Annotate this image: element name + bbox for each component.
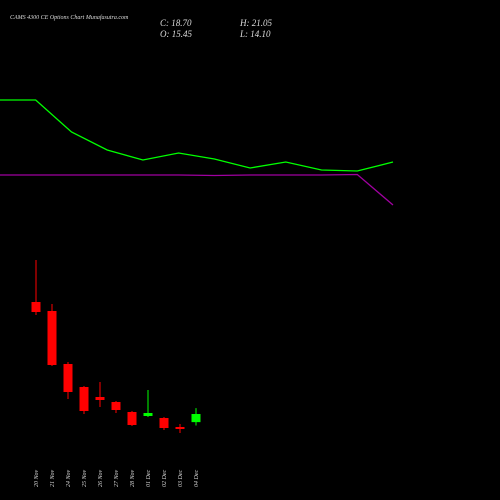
high-readout: H: 21.05 bbox=[239, 18, 272, 28]
x-tick-label: 21 Nov bbox=[50, 469, 56, 487]
x-tick-label: 27 Nov bbox=[114, 469, 120, 487]
x-tick-label: 03 Dec bbox=[178, 470, 184, 487]
x-tick-label: 26 Nov bbox=[98, 469, 104, 487]
close-readout: C: 18.70 bbox=[160, 18, 192, 28]
x-tick-label: 02 Dec bbox=[162, 470, 168, 487]
candle-body bbox=[175, 427, 185, 429]
low-readout: L: 14.10 bbox=[239, 29, 271, 39]
x-tick-label: 20 Nov bbox=[34, 469, 40, 487]
candle-body bbox=[127, 412, 137, 425]
candle-body bbox=[143, 413, 153, 416]
chart-title: CAMS 4300 CE Options Chart Munafasutra.c… bbox=[10, 14, 129, 21]
x-tick-label: 24 Nov bbox=[65, 469, 72, 487]
x-tick-label: 04 Dec bbox=[193, 470, 200, 487]
candle-body bbox=[31, 302, 41, 312]
candle-body bbox=[47, 311, 57, 365]
candle-body bbox=[159, 418, 169, 428]
x-tick-label: 01 Dec bbox=[146, 470, 152, 487]
candle-body bbox=[79, 387, 89, 411]
candle-body bbox=[63, 364, 73, 392]
x-tick-label: 28 Nov bbox=[130, 469, 136, 487]
indicator-line bbox=[0, 99, 394, 172]
candle-body bbox=[111, 402, 121, 410]
candle-body bbox=[191, 414, 201, 423]
x-tick-label: 25 Nov bbox=[82, 469, 88, 487]
indicator-line bbox=[0, 173, 394, 206]
candle-body bbox=[95, 397, 105, 400]
open-readout: O: 15.45 bbox=[160, 29, 192, 39]
